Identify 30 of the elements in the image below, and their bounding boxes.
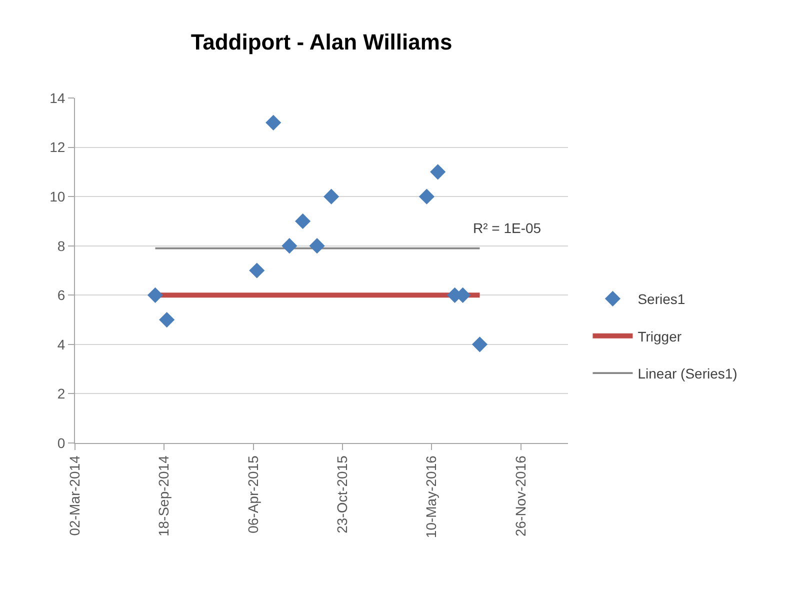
point	[418, 188, 434, 204]
point	[159, 312, 175, 328]
chart-title: Taddiport - Alan Williams	[190, 30, 452, 55]
annotation: R² = 1E-05	[473, 220, 542, 236]
legend-label: Linear (Series1)	[638, 366, 738, 382]
point	[309, 238, 325, 254]
legend-label: Trigger	[638, 328, 682, 344]
point	[147, 287, 164, 303]
y-tick-label: 10	[50, 188, 66, 204]
x-tick-label: 10-May-2016	[423, 455, 440, 538]
x-tick-label: 06-Apr-2015	[244, 455, 261, 534]
point	[430, 164, 446, 180]
point	[324, 188, 340, 204]
y-tick-label: 2	[57, 386, 66, 402]
y-tick-label: 0	[57, 434, 66, 451]
point	[282, 238, 298, 254]
x-tick-label: 02-Mar-2014	[66, 455, 83, 536]
point	[472, 336, 488, 352]
y-tick-label: 14	[50, 90, 66, 106]
legend-label: Series1	[638, 291, 686, 308]
y-tick-label: 6	[57, 287, 66, 304]
point	[249, 262, 265, 278]
y-tick-label: 12	[50, 139, 66, 156]
point	[266, 114, 282, 130]
x-tick-label: 26-Nov-2016	[512, 455, 528, 537]
x-tick-label: 23-Oct-2015	[334, 455, 350, 534]
y-tick-label: 8	[57, 238, 66, 254]
y-tick-label: 4	[57, 336, 66, 352]
point	[294, 213, 311, 230]
x-tick-label: 18-Sep-2014	[156, 455, 172, 537]
